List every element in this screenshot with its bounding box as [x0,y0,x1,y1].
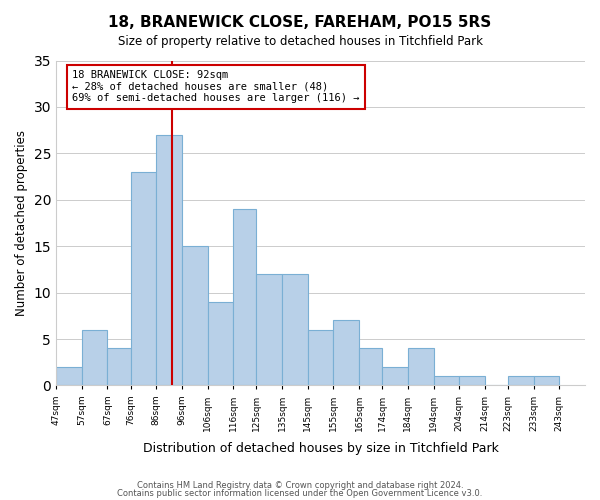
Bar [208,302,233,386]
Bar [233,209,256,386]
Bar [308,330,334,386]
Bar [408,348,434,386]
Bar [382,367,408,386]
Bar [334,320,359,386]
Y-axis label: Number of detached properties: Number of detached properties [15,130,28,316]
X-axis label: Distribution of detached houses by size in Titchfield Park: Distribution of detached houses by size … [143,442,499,455]
Text: Contains public sector information licensed under the Open Government Licence v3: Contains public sector information licen… [118,488,482,498]
Bar [256,274,282,386]
Bar [508,376,533,386]
Bar [156,135,182,386]
Text: Size of property relative to detached houses in Titchfield Park: Size of property relative to detached ho… [118,35,482,48]
Bar [131,172,156,386]
Bar [182,246,208,386]
Bar [359,348,382,386]
Text: 18, BRANEWICK CLOSE, FAREHAM, PO15 5RS: 18, BRANEWICK CLOSE, FAREHAM, PO15 5RS [109,15,491,30]
Bar [107,348,131,386]
Bar [82,330,107,386]
Bar [459,376,485,386]
Bar [56,367,82,386]
Text: 18 BRANEWICK CLOSE: 92sqm
← 28% of detached houses are smaller (48)
69% of semi-: 18 BRANEWICK CLOSE: 92sqm ← 28% of detac… [72,70,359,103]
Bar [434,376,459,386]
Bar [533,376,559,386]
Bar [282,274,308,386]
Text: Contains HM Land Registry data © Crown copyright and database right 2024.: Contains HM Land Registry data © Crown c… [137,481,463,490]
